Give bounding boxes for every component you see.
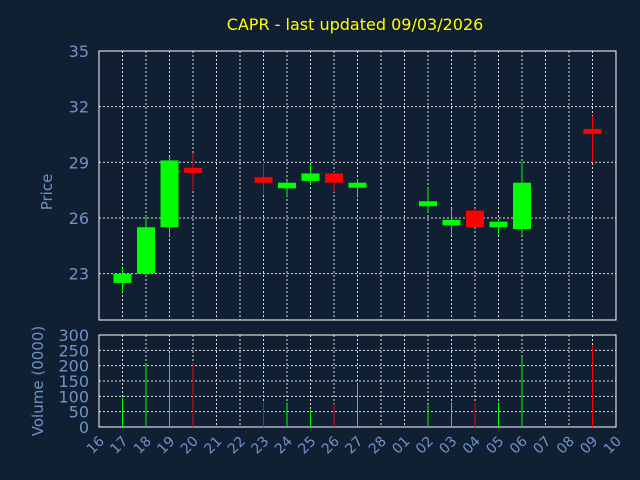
candle-body <box>254 177 273 183</box>
volume-tick-label: 0 <box>79 418 89 437</box>
x-tick-label: 03 <box>436 434 460 458</box>
volume-tick-label: 300 <box>58 326 89 345</box>
x-tick-label: 27 <box>342 434 366 458</box>
candle-body <box>489 221 508 228</box>
x-tick-label: 21 <box>201 434 225 458</box>
price-tick-label: 26 <box>69 209 89 228</box>
candle-body <box>137 227 155 274</box>
x-tick-label: 04 <box>460 433 484 457</box>
price-tick-label: 32 <box>69 98 89 117</box>
x-tick-label: 19 <box>154 434 178 458</box>
x-tick-label: 18 <box>131 434 155 458</box>
price-plot-frame <box>98 50 617 321</box>
x-tick-label: 01 <box>389 434 413 458</box>
candle-body <box>419 201 437 207</box>
x-tick-label: 23 <box>248 434 272 458</box>
x-tick-label: 17 <box>107 434 131 458</box>
candle-body <box>466 210 484 228</box>
price-tick-label: 29 <box>69 153 89 172</box>
x-tick-label: 07 <box>530 434 554 458</box>
x-tick-label: 26 <box>319 433 343 457</box>
x-tick-label: 06 <box>507 433 531 457</box>
candle-body <box>160 160 179 228</box>
x-tick-label: 09 <box>577 434 601 458</box>
volume-tick-label: 100 <box>58 387 89 406</box>
volume-axis-label: Volume (0000) <box>29 326 47 436</box>
x-tick-label: 08 <box>554 434 578 458</box>
volume-tick-label: 150 <box>58 372 89 391</box>
candle-body <box>301 173 320 181</box>
x-tick-label: 25 <box>295 434 319 458</box>
candle-body <box>184 167 202 173</box>
price-axis-label: Price <box>38 174 56 211</box>
x-tick-label: 22 <box>225 434 249 458</box>
candle-body <box>348 182 367 188</box>
x-tick-label: 28 <box>366 434 390 458</box>
price-tick-label: 23 <box>69 265 89 284</box>
x-tick-label: 20 <box>178 434 202 458</box>
price-panel: 23 26 29 32 35 <box>69 42 617 321</box>
x-tick-label: 02 <box>413 434 437 458</box>
price-tick-label: 35 <box>69 42 89 61</box>
x-tick-label: 10 <box>601 434 625 458</box>
candle-body <box>278 182 296 189</box>
candle-body <box>513 182 531 230</box>
volume-tick-label: 200 <box>58 357 89 376</box>
x-tick-label: 16 <box>84 433 108 457</box>
x-tick-label: 24 <box>272 433 296 457</box>
candle-body <box>583 128 602 134</box>
x-axis-label: Day <box>333 458 363 476</box>
candle-body <box>442 219 461 226</box>
chart-title: CAPR - last updated 09/03/2026 <box>227 15 484 34</box>
x-tick-label: 05 <box>483 434 507 458</box>
candle-body <box>113 273 132 283</box>
candle-body <box>325 173 343 183</box>
volume-tick-label: 50 <box>69 403 89 422</box>
x-axis: 16 17 18 19 20 21 22 23 24 25 26 27 28 01 02 03 04 05 06 07… <box>84 433 625 457</box>
volume-tick-label: 250 <box>58 341 89 360</box>
